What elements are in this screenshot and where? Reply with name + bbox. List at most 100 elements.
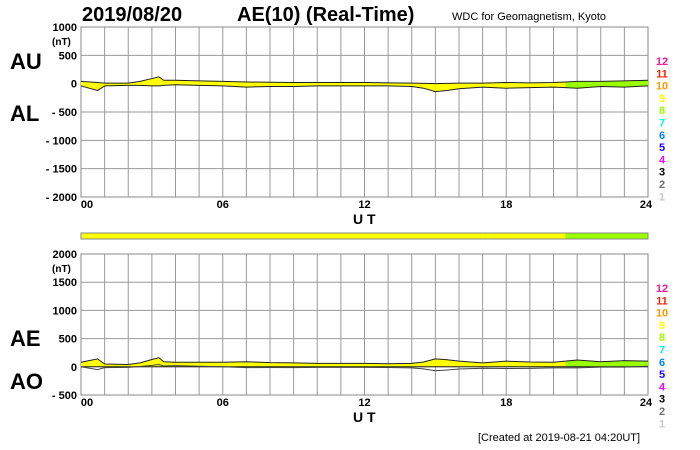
station-color-bar-segment (482, 233, 490, 239)
area-segment (529, 82, 554, 88)
station-count-legend-6: 6 (659, 130, 665, 142)
area-segment (435, 83, 448, 92)
station-color-bar-segment (81, 233, 483, 239)
area-segment (447, 83, 459, 91)
area-segment (199, 362, 223, 367)
area-segment (246, 81, 270, 88)
area-segment (600, 80, 625, 88)
area-segment (151, 76, 159, 86)
area-segment (423, 358, 436, 367)
area-segment (506, 82, 530, 89)
station-count-legend-11: 11 (656, 295, 668, 307)
y-tick-label: 500 (59, 50, 77, 62)
y-tick-label: 1500 (53, 277, 77, 289)
area-segment (447, 359, 459, 367)
x-tick-label: 12 (358, 397, 370, 409)
area-segment (199, 80, 223, 86)
area-segment (553, 361, 566, 367)
station-count-legend-8: 8 (659, 105, 665, 117)
area-segment (553, 81, 566, 88)
station-color-bar-segment (489, 233, 566, 239)
area-segment (423, 83, 436, 92)
area-segment (293, 362, 318, 367)
area-segment (158, 76, 164, 86)
station-count-legend-10: 10 (656, 81, 668, 93)
upper-line (80, 357, 649, 366)
area-segment (270, 362, 294, 367)
station-count-legend-9: 9 (659, 320, 665, 332)
x-tick-label: 06 (217, 199, 229, 211)
area-segment (364, 82, 389, 86)
area-segment (529, 362, 554, 367)
x-tick-label: 00 (81, 199, 93, 211)
area-segment (600, 360, 625, 367)
station-color-bar (80, 232, 649, 240)
x-tick-label: 18 (500, 199, 512, 211)
station-count-legend-7: 7 (659, 345, 665, 357)
x-tick-label: 24 (640, 199, 653, 211)
area-segment (388, 363, 412, 367)
y-tick-label: 500 (59, 334, 77, 346)
station-count-legend-9: 9 (659, 93, 665, 105)
xlabel-top: U T (353, 211, 376, 227)
area-segment (565, 81, 578, 89)
area-segment (246, 361, 270, 367)
station-count-legend-12: 12 (656, 56, 668, 68)
y-tick-label: 0 (71, 362, 77, 374)
station-count-legend-4: 4 (659, 381, 666, 393)
y-tick-label: - 1000 (46, 135, 77, 147)
area-segment (340, 363, 365, 367)
station-count-legend-10: 10 (656, 308, 668, 320)
area-segment (624, 80, 648, 88)
x-tick-label: 24 (640, 397, 653, 409)
upper-line (80, 76, 649, 85)
y-tick-label: - 2000 (46, 192, 77, 204)
station-color-bar-segment (565, 233, 648, 239)
area-segment (317, 82, 341, 86)
area-segment (624, 360, 648, 367)
station-count-legend-3: 3 (659, 394, 665, 406)
date-title: 2019/08/20 (82, 4, 183, 26)
area-segment (565, 360, 578, 367)
y-tick-label: 1000 (53, 305, 77, 317)
area-segment (222, 361, 247, 367)
area-segment (128, 362, 141, 367)
ao-label: AO (10, 369, 43, 394)
ao-line (80, 364, 649, 372)
area-segment (175, 80, 200, 86)
area-segment (482, 82, 507, 89)
station-count-legend-1: 1 (659, 191, 665, 203)
area-segment (140, 359, 152, 367)
station-count-legend-7: 7 (659, 118, 665, 130)
area-segment (222, 81, 247, 88)
source-label: WDC for Geomagnetism, Kyoto (452, 11, 607, 23)
station-count-legend-12: 12 (656, 283, 668, 295)
area-segment (293, 82, 318, 87)
x-tick-label: 00 (81, 397, 93, 409)
y-tick-label: - 1500 (46, 164, 77, 176)
lower-line (80, 84, 649, 93)
area-segment (364, 363, 389, 367)
area-segment (140, 78, 152, 86)
area-segment (81, 81, 98, 91)
station-count-legend-11: 11 (656, 68, 668, 80)
x-tick-label: 18 (500, 397, 512, 409)
station-count-legend-5: 5 (659, 369, 665, 381)
area-segment (317, 363, 341, 367)
area-segment (81, 358, 98, 367)
unit-bottom: (nT) (52, 264, 71, 275)
area-segment (97, 82, 105, 91)
y-tick-label: 2000 (53, 249, 77, 261)
area-segment (340, 82, 365, 86)
x-tick-label: 12 (358, 199, 370, 211)
chart-title: AE(10) (Real-Time) (237, 4, 415, 26)
area-segment (270, 82, 294, 87)
xlabel-bottom: U T (353, 409, 376, 425)
y-tick-label: - 500 (52, 107, 77, 119)
footer-created: [Created at 2019-08-21 04:20UT] (478, 432, 641, 444)
station-count-legend-6: 6 (659, 357, 665, 369)
station-count-legend-2: 2 (659, 406, 665, 418)
station-count-legend-8: 8 (659, 332, 665, 344)
station-count-legend-1: 1 (659, 418, 665, 430)
